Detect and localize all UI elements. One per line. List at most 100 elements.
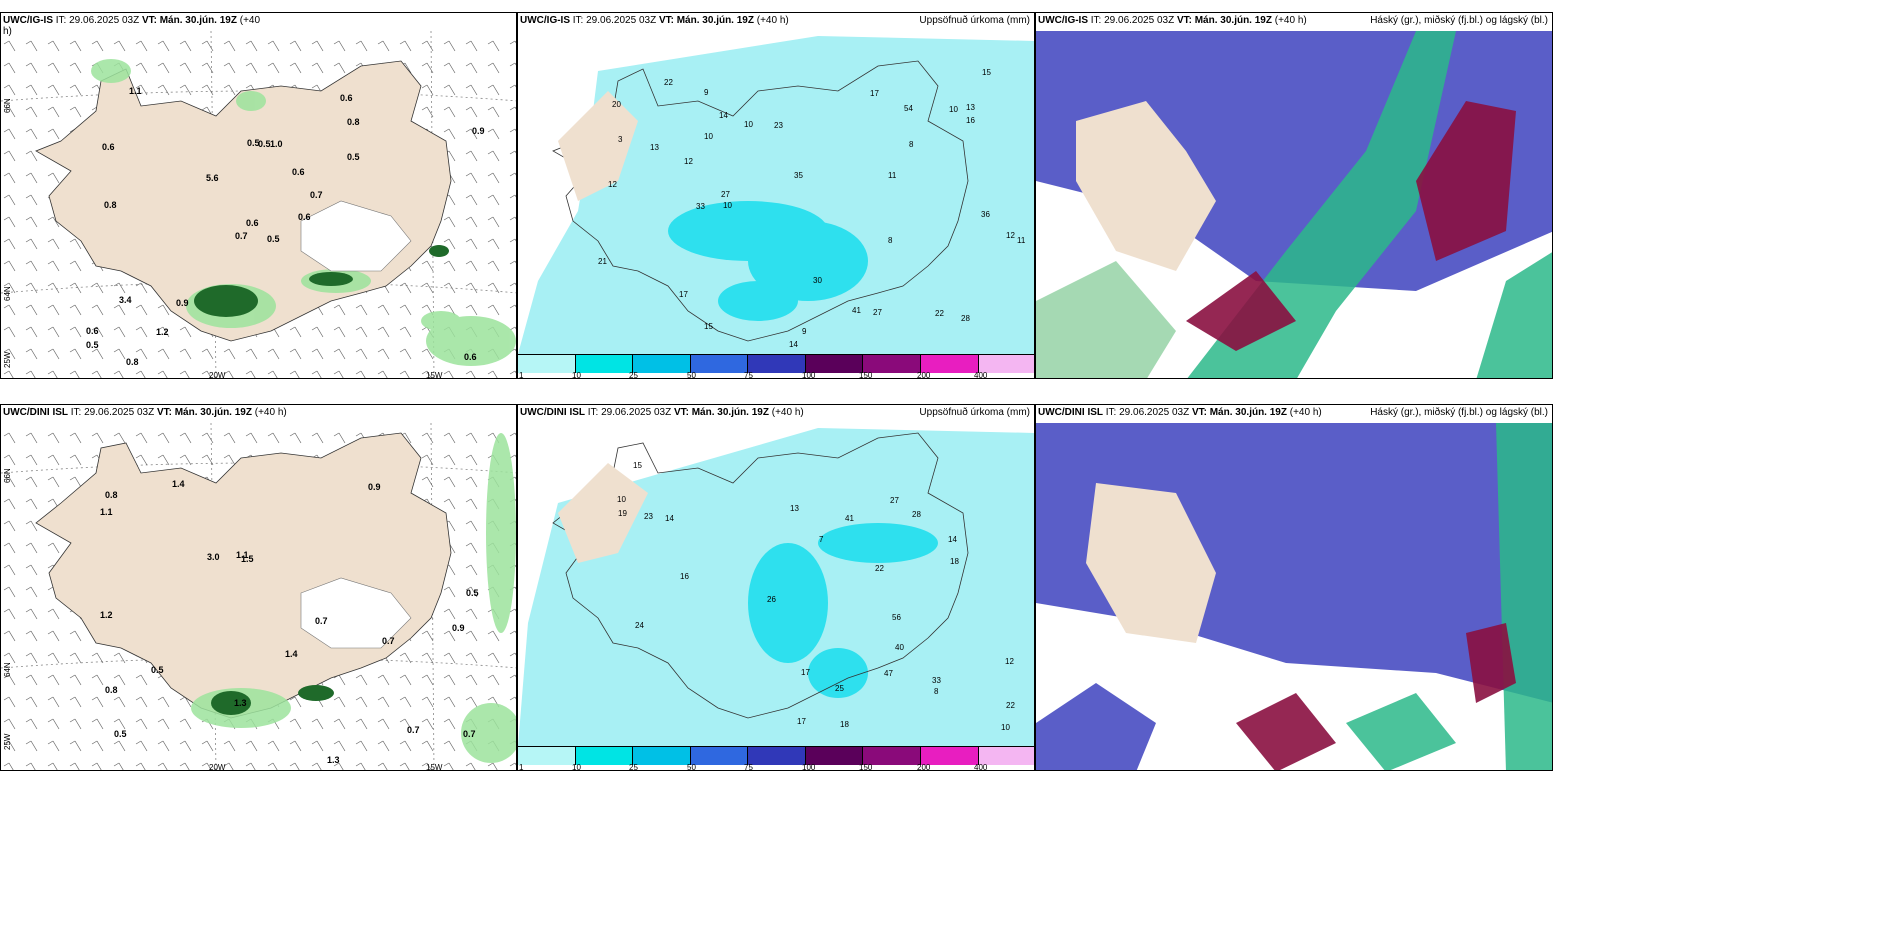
value-label: 11 bbox=[888, 171, 897, 180]
land-clear bbox=[1076, 101, 1216, 271]
colorbar-tick: 400 bbox=[974, 763, 988, 771]
panel-title: UWC/DINI ISL IT: 29.06.2025 03Z VT: Mán.… bbox=[3, 407, 287, 418]
panel-subtitle: Háský (gr.), miðský (fj.bl.) og lágský (… bbox=[1370, 407, 1548, 418]
value-label: 0.6 bbox=[102, 142, 115, 152]
colorbar-swatch bbox=[978, 747, 1034, 765]
cloud-map bbox=[1036, 31, 1552, 378]
value-label: 0.7 bbox=[463, 729, 476, 739]
panel-subtitle: Uppsöfnuð úrkoma (mm) bbox=[919, 15, 1030, 26]
value-label: 30 bbox=[813, 276, 822, 285]
value-label: 0.7 bbox=[235, 231, 248, 241]
value-label: 14 bbox=[719, 111, 728, 120]
lon-label: 20W bbox=[209, 371, 226, 379]
colorbar-tick: 150 bbox=[859, 763, 873, 771]
value-label: 0.8 bbox=[126, 357, 139, 367]
value-label: 33 bbox=[696, 202, 705, 211]
value-label: 0.6 bbox=[340, 93, 353, 103]
colorbar-swatch bbox=[748, 747, 806, 765]
value-label: 10 bbox=[617, 495, 626, 504]
value-label: 1.5 bbox=[241, 554, 254, 564]
colorbar-tick: 25 bbox=[629, 371, 638, 379]
wind-gust-map bbox=[1, 31, 516, 378]
value-label: 9 bbox=[704, 88, 709, 97]
value-label: 8 bbox=[934, 687, 939, 696]
panel-title: UWC/DINI ISL IT: 29.06.2025 03Z VT: Mán.… bbox=[520, 407, 804, 418]
colorbar-swatch bbox=[633, 747, 691, 765]
value-label: 13 bbox=[966, 103, 975, 112]
wind-gust-map bbox=[1, 423, 516, 770]
colorbar-swatch bbox=[575, 355, 634, 373]
colorbar-swatch bbox=[920, 355, 979, 373]
value-label: 28 bbox=[961, 314, 970, 323]
low-cloud-sea bbox=[1036, 261, 1176, 378]
value-label: 0.7 bbox=[382, 636, 395, 646]
lon-label: 15W bbox=[426, 371, 443, 379]
value-label: 35 bbox=[794, 171, 803, 180]
value-label: 0.8 bbox=[104, 200, 117, 210]
value-label: 11 bbox=[1017, 236, 1026, 245]
value-label: 0.8 bbox=[347, 117, 360, 127]
value-label: 41 bbox=[852, 306, 861, 315]
value-label: 0.9 bbox=[472, 126, 485, 136]
mid-cloud bbox=[1187, 31, 1456, 378]
value-label: 36 bbox=[981, 210, 990, 219]
value-label: 18 bbox=[950, 557, 959, 566]
value-label: 41 bbox=[845, 514, 854, 523]
lat-label: 64N bbox=[3, 662, 12, 677]
panel-cloud-igis: UWC/IG-IS IT: 29.06.2025 03Z VT: Mán. 30… bbox=[1035, 12, 1553, 379]
lat-label: 64N bbox=[3, 286, 12, 301]
value-label: 1.1 bbox=[236, 550, 249, 560]
colorbar-tick: 10 bbox=[572, 371, 581, 379]
panel-gust-igis: UWC/IG-IS IT: 29.06.2025 03Z VT: Mán. 30… bbox=[0, 12, 517, 379]
panel-title: UWC/IG-IS IT: 29.06.2025 03Z VT: Mán. 30… bbox=[520, 15, 789, 26]
colorbar-swatch bbox=[805, 747, 864, 765]
value-label: 0.7 bbox=[407, 725, 420, 735]
value-label: 14 bbox=[948, 535, 957, 544]
value-label: 21 bbox=[598, 257, 607, 266]
value-label: 0.5 bbox=[86, 340, 99, 350]
value-label: 14 bbox=[789, 340, 798, 349]
value-label: 0.7 bbox=[310, 190, 323, 200]
value-label: 16 bbox=[966, 116, 975, 125]
value-label: 10 bbox=[704, 132, 713, 141]
value-label: 1.4 bbox=[285, 649, 298, 659]
colorbar-swatch bbox=[575, 747, 634, 765]
land-patch bbox=[558, 463, 648, 563]
value-label: 14 bbox=[665, 514, 674, 523]
colorbar-swatch bbox=[518, 355, 576, 373]
value-label: 17 bbox=[797, 717, 806, 726]
value-label: 0.8 bbox=[105, 685, 118, 695]
value-label: 0.5 bbox=[466, 588, 479, 598]
value-label: 0.7 bbox=[315, 616, 328, 626]
land-patch bbox=[558, 91, 638, 201]
value-label: 0.6 bbox=[464, 352, 477, 362]
colorbar-tick: 100 bbox=[802, 763, 816, 771]
value-label: 18 bbox=[840, 720, 849, 729]
iceland-outline bbox=[552, 60, 969, 342]
value-label: 22 bbox=[935, 309, 944, 318]
lon-label: 20W bbox=[209, 763, 226, 771]
mid-cloud bbox=[1346, 693, 1456, 770]
precip-map bbox=[518, 31, 1034, 354]
value-label: 0.9 bbox=[176, 298, 189, 308]
colorbar-tick: 200 bbox=[917, 371, 931, 379]
value-label: 17 bbox=[801, 668, 810, 677]
lat-label: 25W bbox=[3, 351, 12, 368]
colorbar-tick: 100 bbox=[802, 371, 816, 379]
value-label: 0.5 bbox=[347, 152, 360, 162]
value-label: 10 bbox=[1001, 723, 1010, 732]
value-label: 13 bbox=[790, 504, 799, 513]
low-cloud bbox=[1186, 271, 1296, 351]
value-label: 12 bbox=[1005, 657, 1014, 666]
value-label: 25 bbox=[835, 684, 844, 693]
panel-title: UWC/DINI ISL IT: 29.06.2025 03Z VT: Mán.… bbox=[1038, 407, 1322, 418]
lon-label: 15W bbox=[426, 763, 443, 771]
value-label: 0.9 bbox=[452, 623, 465, 633]
value-label: 1.0 bbox=[270, 139, 283, 149]
value-label: 1.1 bbox=[129, 86, 142, 96]
value-label: 15 bbox=[633, 461, 642, 470]
value-label: 26 bbox=[767, 595, 776, 604]
colorbar-swatch bbox=[978, 355, 1034, 373]
land-clear bbox=[1086, 483, 1216, 643]
lat-label: 66N bbox=[3, 468, 12, 483]
